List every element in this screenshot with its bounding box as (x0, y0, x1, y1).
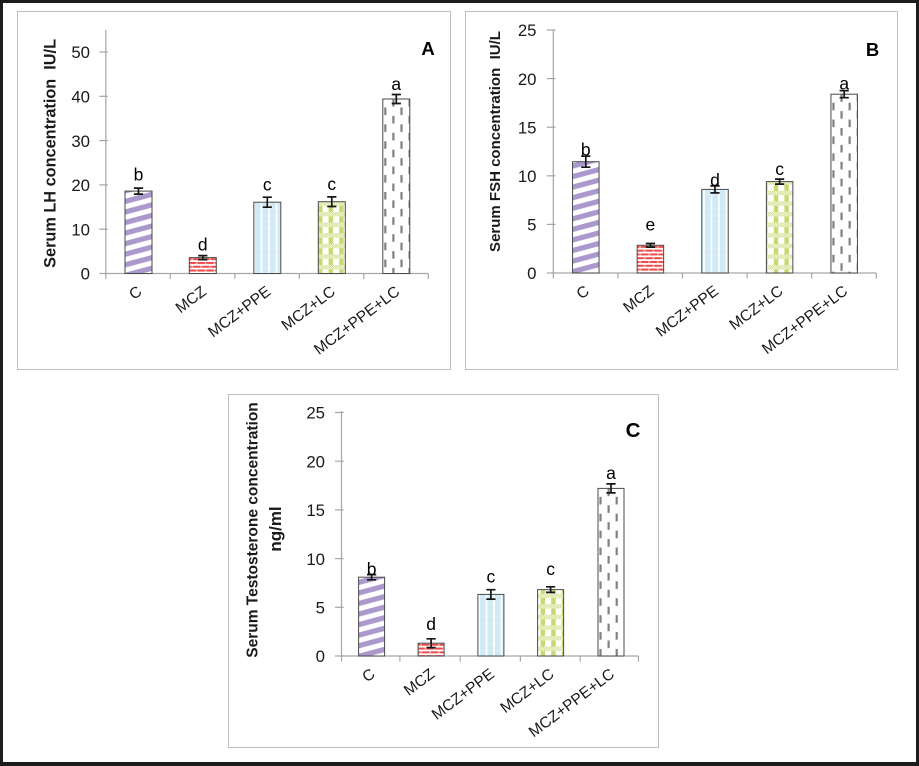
svg-text:A: A (421, 38, 434, 59)
svg-text:a: a (391, 74, 401, 94)
svg-text:10: 10 (71, 220, 90, 239)
svg-text:10: 10 (306, 550, 325, 569)
svg-text:d: d (198, 235, 208, 255)
svg-text:b: b (134, 165, 144, 185)
svg-text:a: a (839, 74, 849, 94)
svg-text:25: 25 (306, 404, 325, 423)
svg-text:b: b (367, 559, 377, 579)
svg-text:e: e (646, 214, 656, 234)
svg-text:B: B (866, 39, 879, 60)
svg-text:Serum Testosterone concentrati: Serum Testosterone concentration (245, 402, 262, 658)
svg-text:10: 10 (518, 167, 537, 186)
svg-text:c: c (487, 567, 496, 587)
svg-text:c: c (327, 174, 336, 194)
svg-text:15: 15 (306, 501, 325, 520)
svg-text:c: c (775, 159, 784, 179)
svg-text:0: 0 (81, 265, 90, 284)
svg-text:Serum LH concentration IU/L: Serum LH concentration IU/L (42, 39, 60, 268)
svg-text:Serum FSH concentration IU/L: Serum FSH concentration IU/L (487, 31, 504, 252)
svg-text:c: c (263, 175, 272, 195)
svg-text:20: 20 (71, 176, 90, 195)
svg-text:C: C (626, 419, 641, 442)
svg-text:5: 5 (527, 216, 536, 235)
svg-text:d: d (426, 614, 436, 634)
svg-text:50: 50 (71, 43, 90, 62)
svg-text:c: c (546, 559, 555, 579)
svg-text:30: 30 (71, 132, 90, 151)
svg-text:0: 0 (527, 264, 536, 283)
svg-text:20: 20 (518, 70, 537, 89)
svg-text:d: d (710, 170, 720, 190)
svg-text:b: b (581, 140, 591, 160)
svg-text:25: 25 (518, 21, 537, 40)
svg-text:0: 0 (316, 647, 325, 666)
svg-text:20: 20 (306, 452, 325, 471)
svg-text:ng/ml: ng/ml (266, 506, 285, 551)
svg-text:15: 15 (518, 118, 537, 137)
svg-text:a: a (606, 463, 616, 483)
svg-text:5: 5 (316, 599, 325, 618)
svg-text:40: 40 (71, 88, 90, 107)
